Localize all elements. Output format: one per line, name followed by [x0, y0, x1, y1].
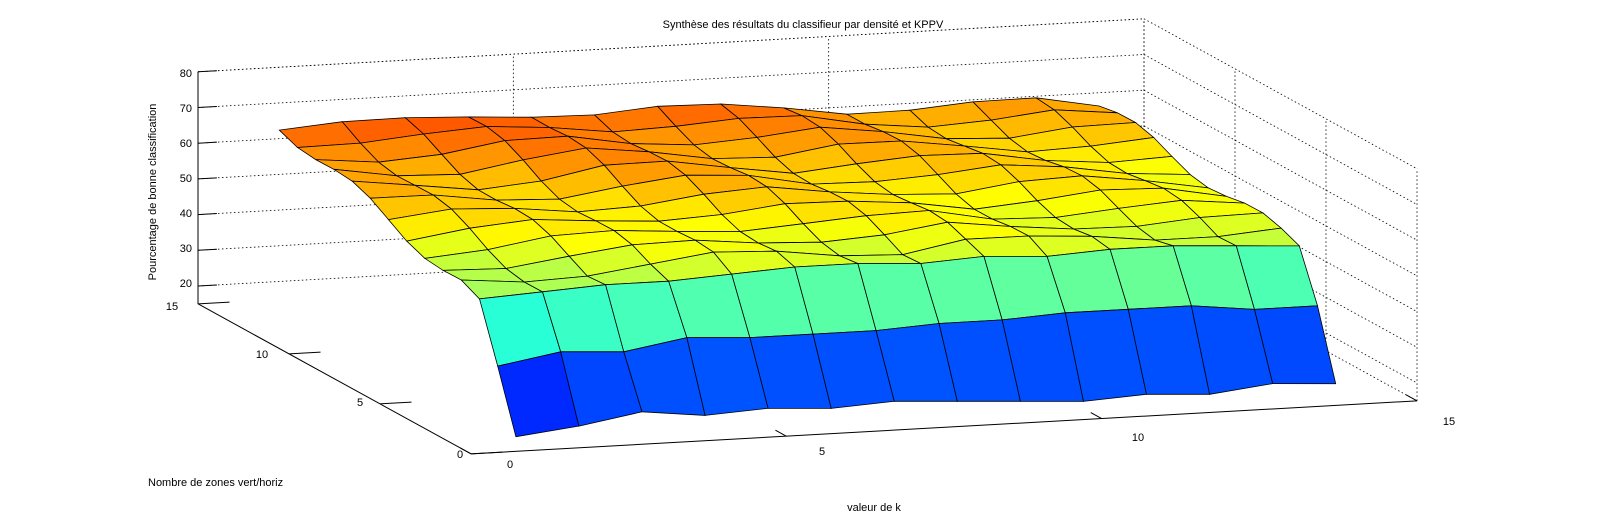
- x-axis-label: valeur de k: [847, 502, 901, 514]
- z-tick-label: 40: [180, 208, 192, 220]
- grid-line: [1143, 18, 1418, 170]
- z-tick-label: 20: [180, 278, 192, 290]
- chart-title: Synthèse des résultats du classifieur pa…: [663, 19, 944, 31]
- z-tick-label: 80: [180, 68, 192, 80]
- x-axis-line: [470, 400, 1418, 455]
- y-tick-label: 5: [357, 397, 363, 409]
- y-tick-labels: 0 5 10 15: [166, 301, 463, 461]
- z-tick-label: 70: [180, 103, 192, 115]
- x-tick-labels: 0 5 10 15: [507, 416, 1455, 471]
- x-tick-label: 0: [507, 459, 513, 471]
- y-axis-line: [197, 303, 472, 455]
- x-tick: [1405, 394, 1418, 402]
- y-axis-label: Nombre de zones vert/horiz: [148, 477, 283, 489]
- x-tick: [1090, 412, 1102, 419]
- x-tick: [459, 447, 472, 455]
- y-tick: [379, 401, 412, 405]
- y-tick: [197, 301, 230, 305]
- z-tick-label: 60: [180, 138, 192, 150]
- x-tick-label: 15: [1443, 416, 1455, 428]
- y-tick-label: 10: [256, 349, 268, 361]
- x-tick-label: 5: [819, 446, 825, 458]
- surface: [278, 97, 1337, 438]
- y-tick-label: 15: [166, 301, 178, 313]
- y-tick: [470, 451, 503, 455]
- x-tick: [775, 429, 787, 437]
- z-axis-label: Pourcentage de bonne classification: [147, 104, 159, 281]
- y-tick: [288, 351, 321, 355]
- x-tick-label: 10: [1132, 432, 1144, 444]
- z-tick-label: 30: [180, 243, 192, 255]
- z-tick-label: 50: [180, 173, 192, 185]
- z-tick-labels: 20 30 40 50 60 70 80: [180, 68, 192, 290]
- grid-line: [197, 54, 1145, 108]
- y-tick-label: 0: [457, 449, 463, 461]
- surface-patch: [1253, 305, 1337, 385]
